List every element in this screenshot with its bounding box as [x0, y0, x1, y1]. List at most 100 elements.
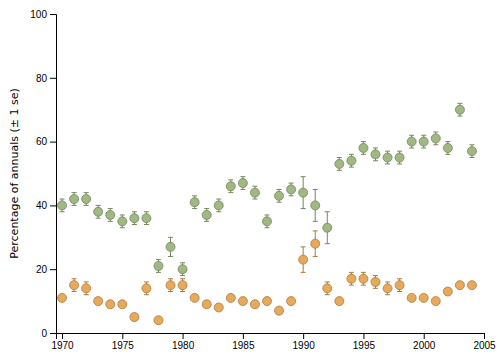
point	[226, 293, 235, 302]
tick-mark	[303, 333, 304, 339]
point	[371, 277, 380, 286]
point	[383, 284, 392, 293]
tick: 1995	[353, 333, 376, 351]
tick-label: 1995	[353, 340, 376, 351]
tick-label: 2005	[473, 340, 496, 351]
point	[166, 242, 175, 251]
point	[262, 217, 271, 226]
point	[154, 316, 163, 325]
point	[419, 293, 428, 302]
point	[130, 313, 139, 322]
tick-mark	[243, 333, 244, 339]
point	[407, 137, 416, 146]
tick-label: 60	[36, 136, 48, 147]
point	[323, 284, 332, 293]
point	[262, 297, 271, 306]
tick-label: 1985	[232, 340, 255, 351]
point	[359, 274, 368, 283]
tick-mark	[50, 269, 56, 270]
point	[118, 300, 127, 309]
axis-line	[50, 15, 57, 334]
tick-mark	[50, 14, 56, 15]
tick: 1970	[51, 333, 74, 351]
point	[202, 300, 211, 309]
plot-area	[58, 103, 477, 324]
point	[311, 201, 320, 210]
point	[106, 300, 115, 309]
point	[407, 293, 416, 302]
tick-label: 1980	[172, 340, 195, 351]
point	[323, 223, 332, 232]
tick-label: 20	[36, 264, 48, 275]
tick: 2005	[473, 333, 496, 351]
tick: 40	[36, 200, 56, 211]
chart: 1970 1975 1980 1985 1990 1995 2000 2005 0 20 40 60 8…	[0, 0, 500, 363]
tick: 1975	[112, 333, 135, 351]
point	[275, 191, 284, 200]
point	[311, 239, 320, 248]
point	[250, 300, 259, 309]
tick-label: 1970	[51, 340, 74, 351]
tick-mark	[484, 333, 485, 339]
tick-mark	[50, 142, 56, 143]
tick-mark	[183, 333, 184, 339]
point	[455, 105, 464, 114]
tick-label: 1975	[112, 340, 135, 351]
point	[335, 297, 344, 306]
point	[250, 188, 259, 197]
point	[226, 182, 235, 191]
point	[347, 274, 356, 283]
point	[455, 281, 464, 290]
point	[142, 214, 151, 223]
point	[190, 293, 199, 302]
point	[94, 297, 103, 306]
point	[299, 255, 308, 264]
point	[335, 159, 344, 168]
point	[214, 303, 223, 312]
point	[443, 287, 452, 296]
axis-line	[57, 334, 485, 340]
y-axis-title: Percentage of annuals (± 1 se)	[8, 88, 21, 258]
tick: 1980	[172, 333, 195, 351]
point	[395, 153, 404, 162]
point	[202, 210, 211, 219]
point	[58, 293, 67, 302]
tick-label: 100	[30, 9, 47, 20]
tick-mark	[122, 333, 123, 339]
point	[238, 179, 247, 188]
point	[142, 284, 151, 293]
point	[347, 156, 356, 165]
point	[238, 297, 247, 306]
point	[70, 281, 79, 290]
point	[70, 195, 79, 204]
point	[130, 214, 139, 223]
series	[58, 103, 477, 275]
point	[106, 210, 115, 219]
point	[287, 185, 296, 194]
point	[190, 198, 199, 207]
tick: 100	[30, 9, 56, 20]
point	[395, 281, 404, 290]
series	[58, 231, 477, 325]
tick: 2000	[413, 333, 436, 351]
point	[371, 150, 380, 159]
point	[359, 143, 368, 152]
tick: 80	[36, 73, 56, 84]
point	[287, 297, 296, 306]
point	[275, 306, 284, 315]
tick-label: 1990	[293, 340, 316, 351]
point	[58, 201, 67, 210]
point	[419, 137, 428, 146]
point	[154, 262, 163, 271]
point	[178, 265, 187, 274]
tick: 1985	[232, 333, 255, 351]
tick: 20	[36, 264, 56, 275]
tick-label: 80	[36, 73, 48, 84]
y-axis: 0 20 40 60 80 100	[30, 9, 56, 339]
tick: 0	[41, 328, 56, 339]
tick-mark	[62, 333, 63, 339]
point	[467, 281, 476, 290]
tick-mark	[424, 333, 425, 339]
tick-label: 0	[41, 328, 47, 339]
point	[82, 195, 91, 204]
